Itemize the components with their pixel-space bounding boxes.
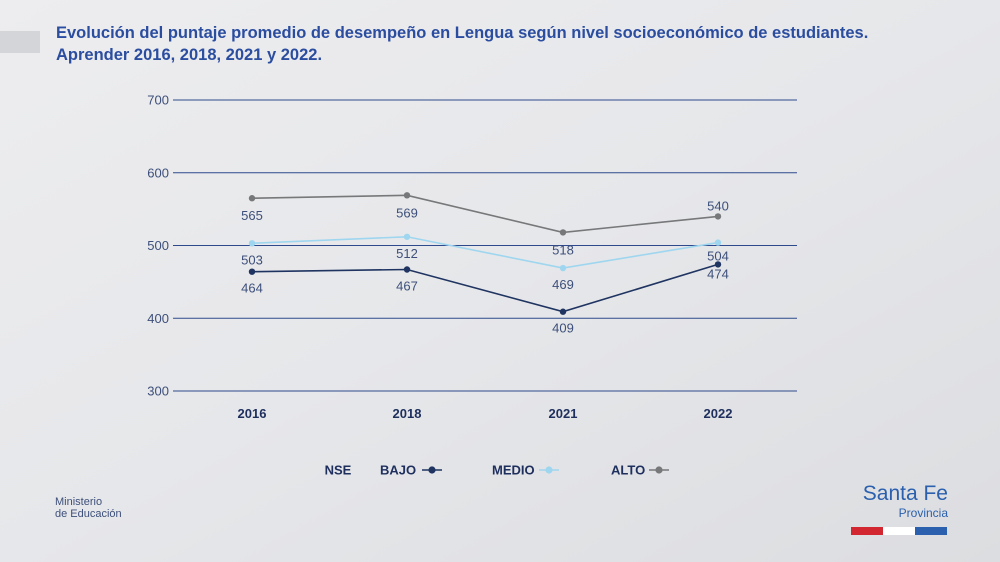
ministry-line1: Ministerio	[55, 496, 103, 508]
x-tick-label: 2018	[393, 406, 422, 421]
chart-title: Evolución del puntaje promedio de desemp…	[56, 22, 976, 66]
legend-label-bajo: BAJO	[380, 463, 416, 478]
x-axis-ticks: 2016 2018 2021 2022	[238, 406, 733, 421]
y-tick-label: 600	[147, 165, 169, 180]
data-point-medio	[248, 240, 256, 247]
series-line-bajo	[251, 263, 719, 313]
chart-title-line1: Evolución del puntaje promedio de desemp…	[56, 24, 869, 42]
data-point-alto	[559, 229, 567, 236]
legend-title: NSE	[325, 463, 352, 478]
data-label-medio: 503	[241, 252, 263, 267]
data-labels: 464 467 409 474 503 512 469 504 565 569 518 540	[241, 198, 729, 335]
chart-title-line2: Aprender 2016, 2018, 2021 y 2022.	[56, 46, 323, 64]
data-label-medio: 512	[396, 246, 418, 261]
data-point-medio	[403, 233, 411, 240]
y-tick-label: 300	[147, 384, 169, 399]
data-point-bajo	[714, 261, 722, 268]
series-line-alto	[251, 194, 719, 234]
data-label-bajo: 464	[241, 281, 263, 296]
legend-marker-bajo	[428, 466, 436, 474]
x-tick-label: 2021	[549, 406, 578, 421]
ministry-line2: de Educación	[55, 508, 122, 520]
data-label-bajo: 409	[552, 321, 574, 336]
x-tick-label: 2022	[704, 406, 733, 421]
series-line-medio	[251, 235, 719, 269]
data-point-bajo	[248, 268, 256, 275]
flag-stripes	[851, 527, 947, 535]
grid-lines	[173, 99, 797, 392]
legend-label-medio: MEDIO	[492, 463, 535, 478]
brand-name: Santa Fe	[862, 482, 948, 505]
data-point-bajo	[559, 308, 567, 315]
brand-subtitle: Provincia	[898, 506, 948, 520]
data-label-bajo: 474	[707, 266, 729, 281]
flag-stripe-blue	[915, 527, 947, 535]
legend-label-alto: ALTO	[611, 463, 645, 478]
x-tick-label: 2016	[238, 406, 267, 421]
data-label-medio: 504	[707, 249, 729, 264]
legend-marker-medio	[545, 466, 553, 474]
data-point-alto	[403, 192, 411, 199]
legend-marker-alto	[655, 466, 663, 474]
data-point-alto	[714, 213, 722, 220]
y-tick-label: 400	[147, 311, 169, 326]
flag-stripe-red	[851, 527, 883, 535]
y-tick-label: 700	[147, 93, 169, 108]
santa-fe-logo: Santa Fe Provincia	[850, 482, 948, 520]
data-label-bajo: 467	[396, 279, 418, 294]
y-tick-label: 500	[147, 238, 169, 253]
ministry-label: Ministerio de Educación	[55, 496, 122, 520]
data-point-alto	[248, 195, 256, 202]
data-label-alto: 540	[707, 198, 729, 213]
y-axis-ticks: 300 400 500 600 700	[147, 93, 169, 399]
data-label-alto: 518	[552, 242, 574, 257]
title-accent-tab	[0, 31, 40, 53]
series-lines	[248, 192, 722, 315]
data-label-alto: 569	[396, 205, 418, 220]
data-label-alto: 565	[241, 208, 263, 223]
data-label-medio: 469	[552, 277, 574, 292]
data-point-bajo	[403, 266, 411, 273]
flag-stripe-white	[883, 527, 915, 535]
data-point-medio	[714, 239, 722, 246]
legend: NSE BAJO MEDIO ALTO	[325, 463, 669, 478]
data-point-medio	[559, 264, 567, 272]
